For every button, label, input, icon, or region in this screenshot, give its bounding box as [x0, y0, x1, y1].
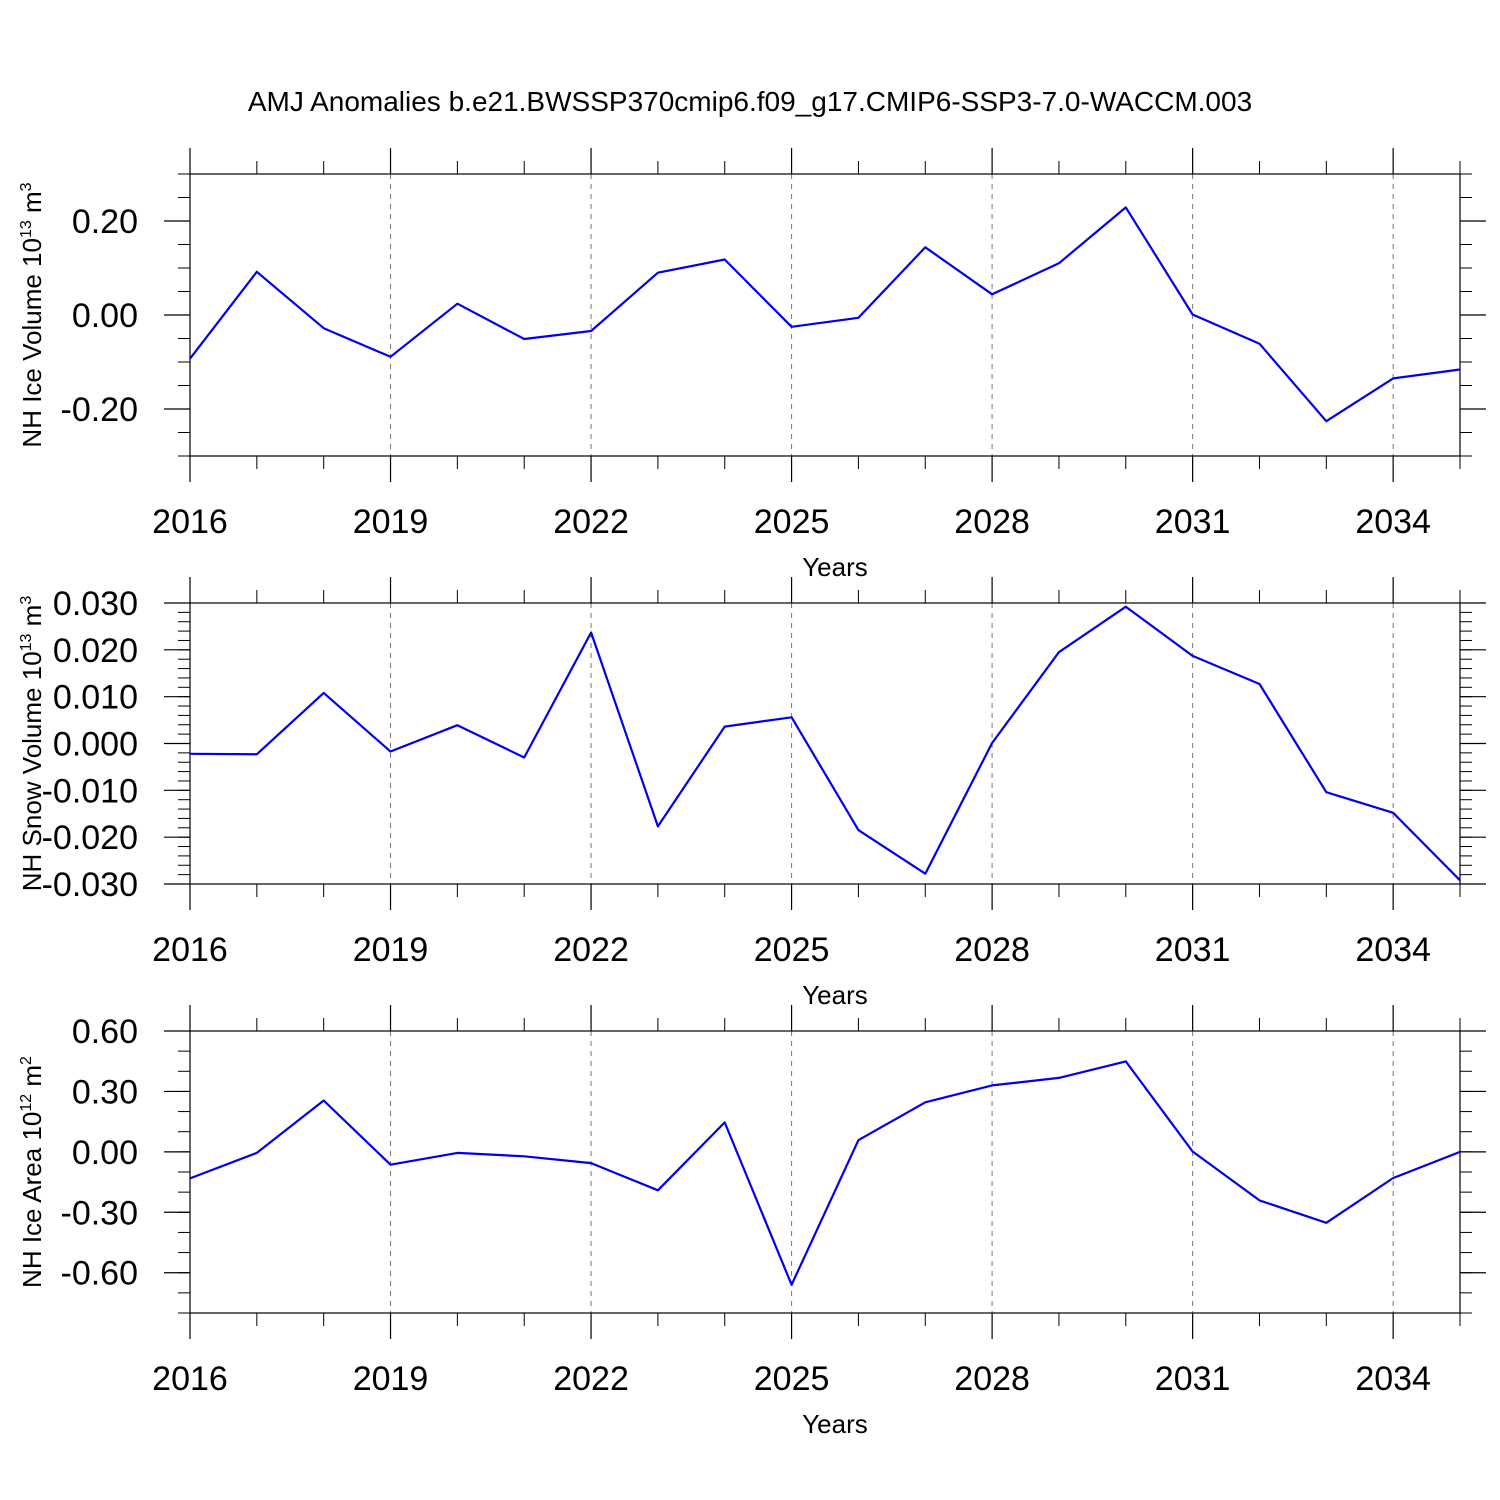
y-axis-title-superscript: 13 — [18, 220, 35, 238]
y-axis-title-superscript: 2 — [18, 1056, 35, 1065]
panel-1: 2016 2019 2022 2025 2028 2031 2034 -0.20 0.00 0.2… — [17, 148, 1486, 582]
x-tick-label: 2019 — [353, 1360, 429, 1398]
x-tick-label: 2025 — [754, 931, 830, 969]
plot-frame — [189, 1030, 1461, 1314]
y-axis-title-superscript: 3 — [18, 596, 35, 605]
x-tick-label: 2031 — [1155, 931, 1231, 969]
x-tick-label: 2019 — [353, 503, 429, 541]
y-tick-label: -0.30 — [61, 1194, 139, 1232]
y-tick-label: 0.30 — [72, 1073, 138, 1111]
x-tick-label: 2022 — [553, 931, 629, 969]
x-tick-label: 2034 — [1355, 1360, 1431, 1398]
x-tick-label: 2025 — [754, 1360, 830, 1398]
data-series-line — [189, 1060, 1461, 1286]
x-axis-title: Years — [802, 1409, 868, 1439]
y-axis-title-part: NH Ice Area 10 — [17, 1112, 47, 1288]
x-tick-label: 2031 — [1155, 503, 1231, 541]
panel-3: 2016 2019 2022 2025 2028 2031 2034 -0.60 -0.30 0.… — [17, 1005, 1486, 1439]
y-tick-label: -0.010 — [42, 772, 138, 810]
x-tick-label: 2028 — [954, 931, 1030, 969]
data-series-line — [189, 605, 1461, 882]
y-axis-title-part: m — [17, 1065, 47, 1094]
y-tick-label: 0.00 — [72, 1134, 138, 1172]
x-tick-label: 2019 — [353, 931, 429, 969]
y-axis-title-part: m — [17, 191, 47, 220]
panels-group: 2016 2019 2022 2025 2028 2031 2034 -0.20 0.00 0.2… — [17, 148, 1486, 1439]
x-tick-label: 2031 — [1155, 1360, 1231, 1398]
y-axis-title-part: NH Ice Volume 10 — [17, 238, 47, 448]
y-axis-title-superscript: 12 — [18, 1094, 35, 1112]
y-tick-label: 0.030 — [53, 585, 138, 623]
y-tick-label: -0.20 — [61, 391, 139, 429]
y-axis-title-part: m — [17, 605, 47, 634]
x-axis-title: Years — [802, 980, 868, 1010]
x-tick-label: 2016 — [152, 503, 228, 541]
y-tick-label: -0.020 — [42, 819, 138, 857]
y-tick-label: -0.60 — [61, 1255, 139, 1293]
y-tick-label: -0.030 — [42, 866, 138, 904]
y-tick-label: 0.000 — [53, 726, 138, 764]
y-tick-label: 0.20 — [72, 203, 138, 241]
figure-title: AMJ Anomalies b.e21.BWSSP370cmip6.f09_g1… — [248, 86, 1252, 117]
x-tick-label: 2028 — [954, 503, 1030, 541]
y-axis-title: NH Ice Volume 1013 m3 — [17, 182, 47, 447]
y-axis-title: NH Snow Volume 1013 m3 — [17, 596, 47, 892]
data-series-line — [189, 206, 1461, 423]
x-tick-label: 2022 — [553, 503, 629, 541]
y-tick-label: 0.020 — [53, 632, 138, 670]
x-tick-label: 2025 — [754, 503, 830, 541]
y-axis-title-superscript: 13 — [18, 633, 35, 651]
y-tick-label: 0.010 — [53, 679, 138, 717]
x-tick-label: 2034 — [1355, 503, 1431, 541]
panel-2: 2016 2019 2022 2025 2028 2031 2034 -0.030 -0.020… — [17, 577, 1486, 1010]
x-tick-label: 2028 — [954, 1360, 1030, 1398]
x-tick-label: 2016 — [152, 1360, 228, 1398]
x-tick-label: 2016 — [152, 931, 228, 969]
x-tick-label: 2022 — [553, 1360, 629, 1398]
y-axis-title-superscript: 3 — [18, 182, 35, 191]
y-tick-label: 0.00 — [72, 297, 138, 335]
y-tick-label: 0.60 — [72, 1013, 138, 1051]
x-axis-title: Years — [802, 552, 868, 582]
y-axis-title-part: NH Snow Volume 10 — [17, 651, 47, 891]
y-axis-title: NH Ice Area 1012 m2 — [17, 1056, 47, 1288]
plot-frame — [189, 173, 1461, 457]
x-tick-label: 2034 — [1355, 931, 1431, 969]
